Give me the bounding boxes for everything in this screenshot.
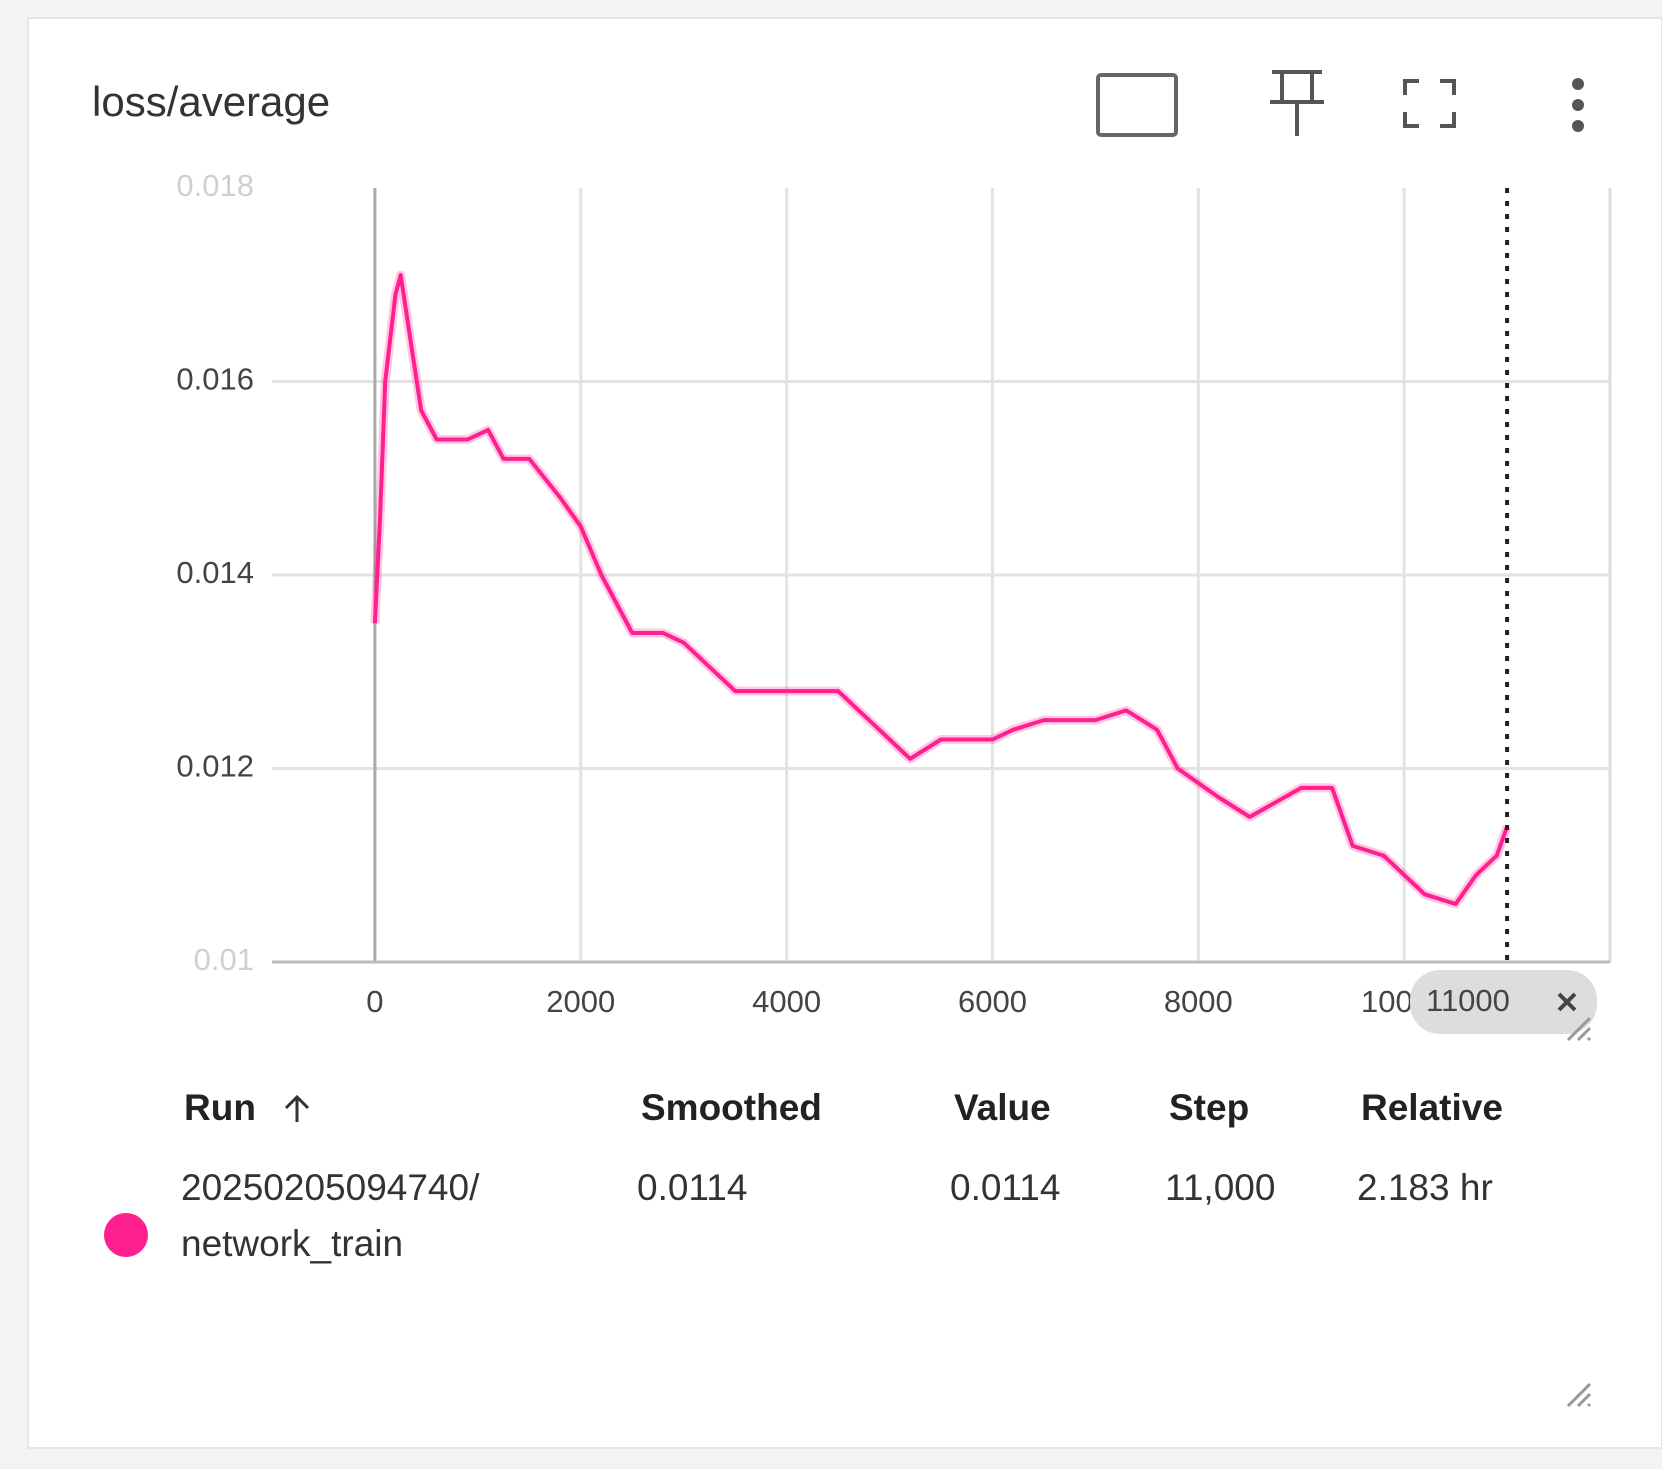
- y-tick-label: 0.018: [176, 168, 254, 203]
- run-name: 20250205094740/network_train: [181, 1167, 480, 1264]
- hover-close: [1557, 992, 1577, 1012]
- column-header: Value: [954, 1087, 1051, 1128]
- hover-badge: [1410, 970, 1597, 1034]
- menu-button[interactable]: [1572, 78, 1584, 132]
- y-tick-label: 0.012: [176, 749, 254, 784]
- pin-button[interactable]: [1270, 70, 1324, 136]
- column-header: Relative: [1361, 1087, 1503, 1128]
- fullscreen-button[interactable]: [1403, 79, 1456, 128]
- x-tick-label: 0: [366, 984, 383, 1019]
- x-tick-label: 4000: [752, 984, 821, 1019]
- table-cell: 11,000: [1165, 1167, 1275, 1208]
- table-cell: 0.0114: [950, 1167, 1060, 1208]
- toolbar: [1096, 70, 1584, 137]
- x-tick-label: 6000: [958, 984, 1027, 1019]
- fit-button[interactable]: [1096, 73, 1178, 137]
- hover-label: 11000: [1426, 983, 1510, 1018]
- column-header: Smoothed: [641, 1087, 822, 1128]
- series-line: [372, 273, 1509, 906]
- x-tick-label: 8000: [1164, 984, 1233, 1019]
- column-header: Run: [184, 1087, 256, 1128]
- resize-handle[interactable]: [1566, 1016, 1592, 1042]
- data-table: Run Smoothed Value Step Relative 202502050947…: [104, 1087, 1503, 1264]
- card-body: [27, 17, 1662, 1449]
- y-tick-label: 0.016: [176, 362, 254, 397]
- table-cell: 2.183 hr: [1357, 1167, 1493, 1208]
- chart-title: loss/average: [92, 78, 330, 125]
- y-tick-label: 0.01: [194, 942, 254, 977]
- resize-handle[interactable]: [1566, 1382, 1592, 1408]
- column-header: Step: [1169, 1087, 1249, 1128]
- sort-arrow: [284, 1094, 310, 1122]
- y-tick-label: 0.014: [176, 555, 254, 590]
- plot: 0.01 0.012 0.014 0.016 0.018 0 2000 4000 6000 800…: [176, 168, 1612, 1034]
- x-tick-label: 2000: [546, 984, 615, 1019]
- legend-dot: [104, 1213, 148, 1257]
- table-cell: 0.0114: [637, 1167, 747, 1208]
